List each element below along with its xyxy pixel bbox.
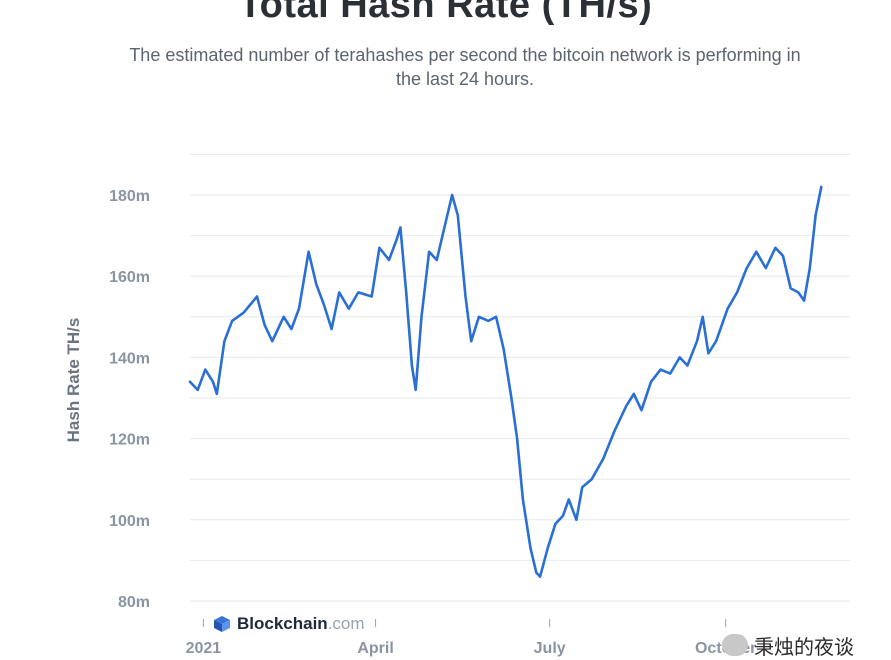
- y-tick-label: 180m: [109, 188, 150, 205]
- y-tick-label: 140m: [109, 350, 150, 367]
- y-axis-label: Hash Rate TH/s: [64, 318, 83, 443]
- y-tick-label: 120m: [109, 432, 150, 449]
- chart-subtitle: The estimated number of terahashes per s…: [129, 45, 801, 89]
- watermark: 秉烛的夜谈: [722, 632, 854, 659]
- brand-suffix: .com: [327, 614, 365, 633]
- y-tick-label: 160m: [109, 269, 150, 286]
- brand-logo: Blockchain .com: [213, 613, 365, 635]
- y-axis-ticks: 80m 100m 120m 140m 160m 180m: [109, 188, 150, 611]
- series-group: [188, 185, 823, 578]
- wechat-icon: [722, 634, 748, 656]
- grid-lines: [190, 153, 850, 602]
- y-tick-label: 80m: [118, 594, 150, 611]
- watermark-text: 秉烛的夜谈: [754, 636, 854, 659]
- x-tick-label: April: [357, 640, 393, 657]
- blockchain-cube-icon: [214, 616, 230, 632]
- brand-name: Blockchain: [237, 614, 328, 633]
- x-tick-label: July: [534, 640, 566, 657]
- series-line: [188, 185, 823, 578]
- x-tick-label: 2021: [186, 640, 222, 657]
- chart-title: Total Hash Rate (TH/s): [238, 0, 653, 26]
- y-tick-label: 100m: [109, 513, 150, 530]
